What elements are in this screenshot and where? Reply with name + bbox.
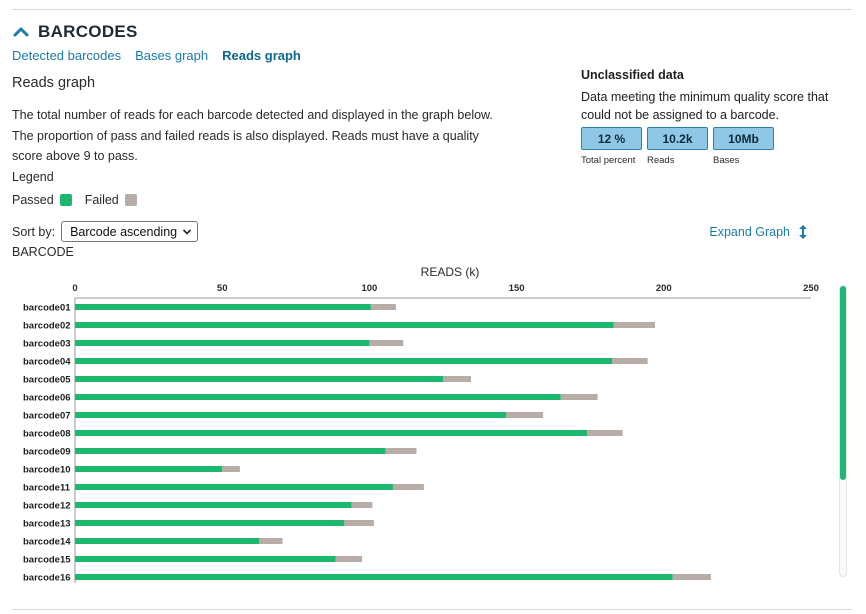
passed-bar xyxy=(75,430,588,436)
passed-bar xyxy=(75,322,614,328)
passed-bar xyxy=(75,304,371,310)
barcode-tick-label: barcode11 xyxy=(23,483,71,494)
barcode-tick-label: barcode16 xyxy=(23,573,71,584)
tab-reads-graph[interactable]: Reads graph xyxy=(222,48,301,63)
failed-bar xyxy=(392,484,424,490)
expand-graph-label: Expand Graph xyxy=(709,225,790,239)
legend-passed-label: Passed xyxy=(12,193,54,207)
failed-bar xyxy=(613,322,655,328)
stat-total-percent: 12 % Total percent xyxy=(581,127,642,166)
failed-bar xyxy=(506,412,544,418)
passed-bar xyxy=(75,358,613,364)
unclassified-description: Data meeting the minimum quality score t… xyxy=(581,90,829,122)
unclassified-panel: Unclassified data Data meeting the minim… xyxy=(581,68,856,166)
reads-graph-title: Reads graph xyxy=(12,75,96,91)
x-tick-label: 150 xyxy=(509,283,525,294)
legend-title: Legend xyxy=(12,170,54,184)
passed-bar xyxy=(75,340,370,346)
passed-bar xyxy=(75,574,673,580)
failed-bar xyxy=(344,520,374,526)
vertical-arrows-icon xyxy=(799,225,807,239)
barcode-tick-label: barcode12 xyxy=(23,501,71,512)
passed-bar xyxy=(75,556,336,562)
failed-bar xyxy=(369,340,404,346)
passed-bar xyxy=(75,394,561,400)
x-tick-label: 0 xyxy=(72,283,77,294)
x-tick-label: 200 xyxy=(656,283,672,294)
barcode-tick-label: barcode07 xyxy=(23,411,71,422)
failed-bar xyxy=(672,574,711,580)
failed-bar xyxy=(370,304,396,310)
failed-bar xyxy=(351,502,373,508)
barcode-tick-label: barcode15 xyxy=(23,555,71,566)
stat-bases: 10Mb Bases xyxy=(713,127,774,166)
barcode-tick-label: barcode08 xyxy=(23,429,71,440)
stat-caption: Bases xyxy=(713,155,740,166)
passed-swatch xyxy=(59,194,72,206)
legend-failed-label: Failed xyxy=(84,193,119,207)
passed-bar xyxy=(75,538,259,544)
barcode-tick-label: barcode13 xyxy=(23,519,71,530)
barcode-tick-label: barcode02 xyxy=(23,321,71,332)
stat-value-box: 12 % xyxy=(581,127,642,150)
x-tick-label: 250 xyxy=(803,283,819,294)
passed-bar xyxy=(75,484,393,490)
reads-graph-description: The total number of reads for each barco… xyxy=(12,108,493,163)
passed-bar xyxy=(75,466,223,472)
unclassified-stats: 12 % Total percent 10.2k Reads 10Mb Base… xyxy=(581,127,856,166)
passed-bar xyxy=(75,502,352,508)
chevron-down-icon xyxy=(183,228,192,235)
stat-caption: Reads xyxy=(647,155,675,166)
failed-bar xyxy=(222,466,240,472)
failed-bar xyxy=(335,556,363,562)
stat-reads: 10.2k Reads xyxy=(647,127,708,166)
passed-bar xyxy=(75,412,507,418)
failed-bar xyxy=(587,430,623,436)
x-tick-label: 100 xyxy=(361,283,377,294)
sort-selected-value: Barcode ascending xyxy=(70,224,178,239)
failed-bar xyxy=(259,538,283,544)
barcode-tick-label: barcode04 xyxy=(23,357,71,368)
chart-scrollbar-thumb[interactable] xyxy=(840,286,846,480)
chevron-up-icon xyxy=(13,27,29,37)
failed-bar xyxy=(560,394,598,400)
barcode-tick-label: barcode09 xyxy=(23,447,71,458)
unclassified-title: Unclassified data xyxy=(581,68,684,82)
stat-caption: Total percent xyxy=(581,155,636,166)
barcode-tick-label: barcode14 xyxy=(23,537,71,548)
failed-swatch xyxy=(124,194,137,206)
passed-bar xyxy=(75,448,386,454)
x-axis-title: READS (k) xyxy=(421,265,480,279)
barcode-tick-label: barcode06 xyxy=(23,393,71,404)
sort-label: Sort by: xyxy=(12,224,56,239)
tab-detected-barcodes[interactable]: Detected barcodes xyxy=(12,48,122,63)
barcode-tick-label: barcode01 xyxy=(23,303,71,314)
sort-select[interactable]: Barcode ascending xyxy=(61,221,199,242)
barcode-tick-label: barcode10 xyxy=(23,465,71,476)
passed-bar xyxy=(75,376,443,382)
expand-graph-button[interactable]: Expand Graph xyxy=(709,225,808,239)
stat-value-box: 10.2k xyxy=(647,127,708,150)
failed-bar xyxy=(612,358,648,364)
barcode-tick-label: barcode05 xyxy=(23,375,71,386)
y-axis-label: BARCODE xyxy=(12,245,74,259)
passed-bar xyxy=(75,520,345,526)
graph-tabs: Detected barcodes Bases graph Reads grap… xyxy=(12,48,301,63)
reads-bar-chart: READS (k) 0 50 100 150 200 250 barcode01 barcode… xyxy=(23,265,819,584)
barcode-tick-label: barcode03 xyxy=(23,339,71,350)
section-title: BARCODES xyxy=(38,22,138,41)
x-tick-label: 50 xyxy=(217,283,228,294)
tab-bases-graph[interactable]: Bases graph xyxy=(135,48,209,63)
failed-bar xyxy=(385,448,417,454)
stat-value-box: 10Mb xyxy=(713,127,774,150)
bottom-divider xyxy=(12,609,852,610)
failed-bar xyxy=(443,376,471,382)
top-divider xyxy=(12,9,852,10)
barcodes-section-toggle[interactable]: BARCODES xyxy=(12,22,138,42)
sort-row: Sort by: Barcode ascending xyxy=(12,221,199,242)
legend: Passed Failed xyxy=(12,193,150,207)
